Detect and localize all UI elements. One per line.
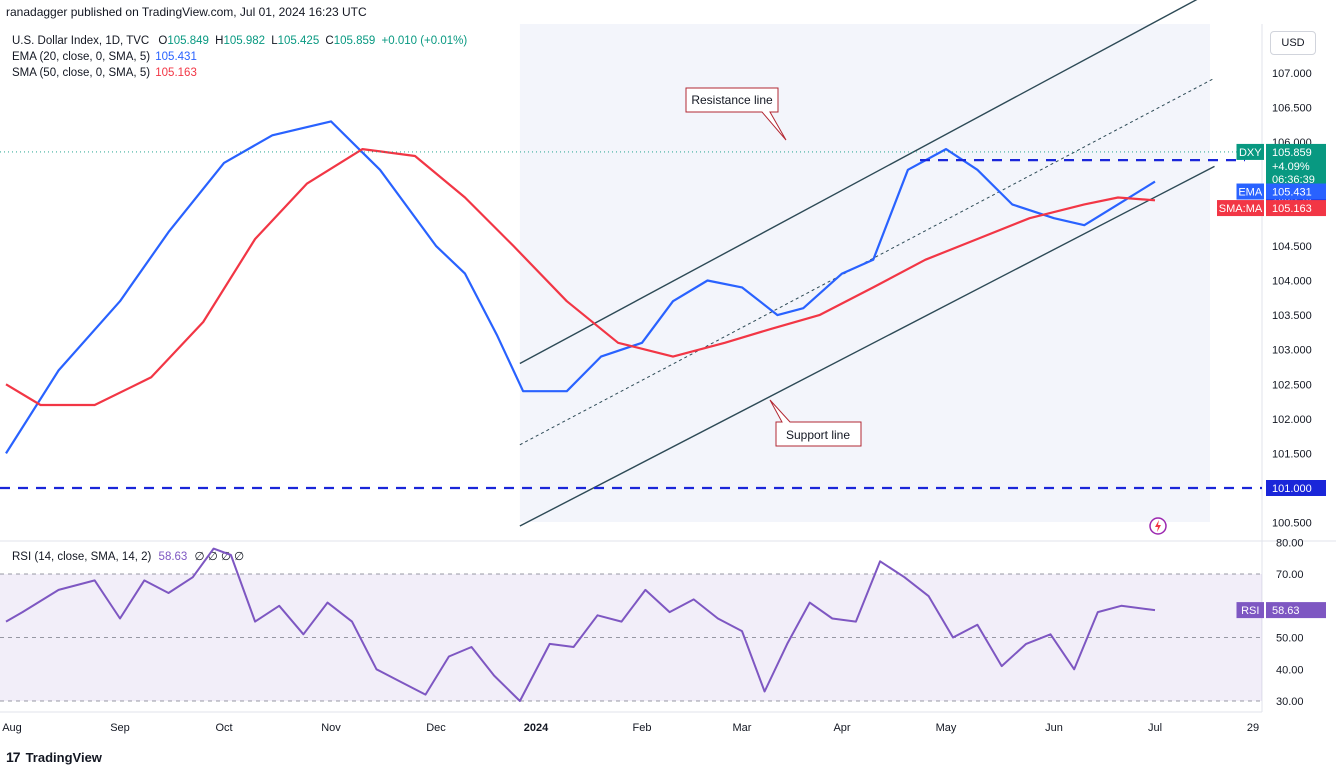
level-101-tag[interactable]: 101.000 — [1266, 480, 1326, 496]
publisher-line: ranadagger published on TradingView.com,… — [6, 5, 367, 19]
level-101-tag-bg — [1266, 480, 1326, 496]
rsi-tick-label: 40.00 — [1276, 664, 1304, 676]
ema-price-tag[interactable]: EMA 105.431 — [1236, 183, 1327, 200]
sma-price-tag-price-bg — [1266, 200, 1326, 217]
resistance-annotation-text: Resistance line — [691, 93, 773, 107]
ohlc-open-label: O — [158, 35, 168, 47]
ema-line[interactable] — [5, 120, 1156, 454]
rsi-legend-value: 58.63 — [158, 551, 188, 563]
ohlc-open: 105.849 — [167, 35, 209, 47]
dxy-price-tag-extra: +4.09% — [1272, 161, 1310, 173]
price-tick-label: 104.500 — [1272, 241, 1312, 253]
sma-legend-row[interactable]: SMA (50, close, 0, SMA, 5) 105.163 — [12, 65, 467, 81]
rsi-tick-label: 30.00 — [1276, 696, 1304, 708]
price-tick-label: 101.500 — [1272, 448, 1312, 460]
ema-price-tag-name: EMA — [1238, 187, 1263, 199]
ema-price-tag-price: 105.431 — [1272, 187, 1312, 199]
sma-price-tag[interactable]: SMA:MA 105.163 — [1217, 200, 1326, 217]
price-tick-label: 100.500 — [1272, 518, 1312, 530]
price-tick-label: 104.000 — [1272, 276, 1312, 288]
sma-price-tag-name: SMA:MA — [1219, 203, 1263, 215]
ema-price-tag-price-bg — [1266, 183, 1326, 200]
time-tick-label: Sep — [110, 722, 130, 734]
dxy-price-tag-price-bg — [1266, 143, 1326, 188]
time-tick-label: Dec — [426, 722, 446, 734]
ema-price-tag-name-bg — [1236, 183, 1264, 200]
ohlc-high-label: H — [215, 35, 224, 47]
support-annotation[interactable]: Support line — [769, 399, 862, 447]
time-tick-label: Jul — [1148, 722, 1162, 734]
ema-legend-row[interactable]: EMA (20, close, 0, SMA, 5) 105.431 — [12, 49, 467, 65]
rsi-tick-label: 80.00 — [1276, 537, 1304, 549]
dxy-price-tag-name-bg — [1236, 143, 1264, 160]
price-tick-label: 102.500 — [1272, 379, 1312, 391]
tradingview-logo-icon: 17 — [6, 749, 21, 765]
support-line[interactable] — [519, 165, 1215, 527]
rsi-value-tag-price: 58.63 — [1272, 605, 1300, 617]
ema-legend-value: 105.431 — [155, 51, 197, 63]
sma-line[interactable] — [5, 148, 1156, 407]
level-101-tag-price: 101.000 — [1272, 483, 1312, 495]
dxy-price-tag-extra: 06:36:39 — [1272, 174, 1315, 186]
price-tick-label: 103.000 — [1272, 345, 1312, 357]
resistance-annotation[interactable]: Resistance line — [685, 87, 787, 141]
time-tick-label: Jun — [1045, 722, 1063, 734]
rsi-value-tag-name-bg — [1236, 602, 1264, 619]
chart-legend: U.S. Dollar Index, 1D, TVC O105.849 H105… — [12, 33, 467, 81]
resistance-line[interactable] — [519, 0, 1215, 365]
rsi-value-tag-name: RSI — [1241, 605, 1259, 617]
ema-legend-label: EMA (20, close, 0, SMA, 5) — [12, 51, 151, 63]
symbol-title[interactable]: U.S. Dollar Index, 1D, TVC — [12, 35, 150, 47]
rsi-tick-label: 70.00 — [1276, 569, 1304, 581]
ohlc-low-label: L — [271, 35, 278, 47]
tradingview-brand: TradingView — [25, 749, 102, 765]
support-annotation-text: Support line — [786, 428, 850, 442]
ohlc-high: 105.982 — [223, 35, 266, 47]
channel-background — [519, 24, 1210, 522]
dxy-price-tag[interactable]: DXY 105.859 +4.09%06:36:39 — [1236, 143, 1327, 188]
sma-legend-label: SMA (50, close, 0, SMA, 5) — [12, 67, 151, 79]
time-tick-label: Mar — [733, 722, 752, 734]
ohlc-close: 105.859 — [333, 35, 376, 47]
alert-icon[interactable] — [1149, 517, 1167, 535]
ohlc-low: 105.425 — [277, 35, 320, 47]
ohlc-close-label: C — [325, 35, 334, 47]
time-tick-label: May — [936, 722, 957, 734]
sma-price-tag-name-bg — [1217, 200, 1264, 217]
currency-button[interactable]: USD — [1270, 31, 1316, 55]
price-tick-label: 102.000 — [1272, 414, 1312, 426]
rsi-legend-label: RSI (14, close, SMA, 14, 2) — [12, 551, 152, 563]
time-tick-label: 2024 — [524, 722, 549, 734]
rsi-tick-label: 50.00 — [1276, 633, 1304, 645]
time-tick-label: Oct — [215, 722, 232, 734]
rsi-value-tag-price-bg — [1266, 602, 1326, 619]
dxy-price-tag-price: 105.859 — [1272, 147, 1312, 159]
price-tick-label: 103.500 — [1272, 310, 1312, 322]
price-tick-label: 106.500 — [1272, 103, 1312, 115]
sma-price-tag-price: 105.163 — [1272, 203, 1312, 215]
time-tick-label: 29 — [1247, 722, 1259, 734]
rsi-value-tag[interactable]: RSI 58.63 — [1236, 602, 1327, 619]
time-tick-label: Aug — [2, 722, 22, 734]
sma-legend-value: 105.163 — [155, 67, 197, 79]
time-tick-label: Feb — [633, 722, 652, 734]
rsi-line[interactable] — [5, 547, 1156, 702]
time-tick-label: Nov — [321, 722, 341, 734]
price-tick-label: 107.000 — [1272, 68, 1312, 80]
dxy-price-tag-name: DXY — [1239, 147, 1262, 159]
ohlc-change: +0.010 (+0.01%) — [381, 35, 468, 47]
tradingview-footer[interactable]: 17 TradingView — [6, 749, 102, 765]
symbol-row: U.S. Dollar Index, 1D, TVC O105.849 H105… — [12, 33, 467, 49]
time-tick-label: Apr — [833, 722, 850, 734]
